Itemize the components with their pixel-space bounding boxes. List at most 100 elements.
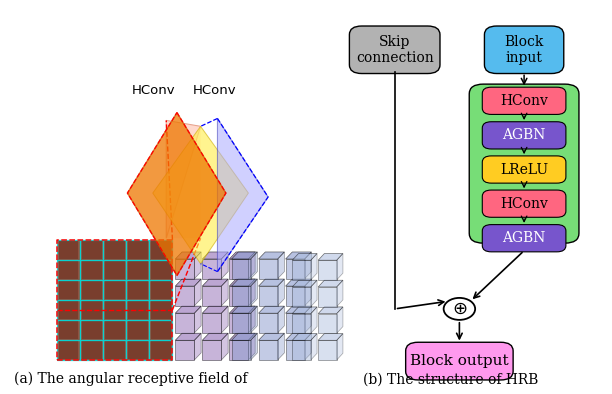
Polygon shape xyxy=(337,253,343,280)
Polygon shape xyxy=(318,307,343,314)
Polygon shape xyxy=(149,240,173,260)
Polygon shape xyxy=(151,301,171,319)
Text: Block
input: Block input xyxy=(504,35,544,65)
Polygon shape xyxy=(128,241,147,258)
Polygon shape xyxy=(151,261,171,279)
Polygon shape xyxy=(82,281,102,299)
Polygon shape xyxy=(258,279,285,286)
Polygon shape xyxy=(337,334,343,360)
Text: Block output: Block output xyxy=(410,354,509,368)
Polygon shape xyxy=(248,252,255,279)
Text: HConv: HConv xyxy=(500,94,548,108)
Polygon shape xyxy=(203,279,228,286)
Polygon shape xyxy=(258,286,278,306)
Polygon shape xyxy=(293,253,317,260)
Polygon shape xyxy=(231,340,251,360)
Polygon shape xyxy=(126,240,149,260)
Polygon shape xyxy=(82,321,102,339)
Polygon shape xyxy=(103,340,126,360)
Polygon shape xyxy=(175,333,201,340)
Polygon shape xyxy=(80,320,103,340)
Polygon shape xyxy=(59,281,78,299)
Polygon shape xyxy=(103,280,126,300)
Polygon shape xyxy=(337,280,343,307)
Polygon shape xyxy=(318,253,343,260)
Polygon shape xyxy=(126,320,149,340)
Polygon shape xyxy=(231,259,251,279)
Polygon shape xyxy=(318,334,343,340)
Polygon shape xyxy=(231,286,251,306)
Polygon shape xyxy=(258,333,285,340)
Polygon shape xyxy=(105,241,125,258)
Polygon shape xyxy=(126,300,149,320)
Polygon shape xyxy=(57,280,80,300)
FancyBboxPatch shape xyxy=(482,87,566,114)
Text: LReLU: LReLU xyxy=(500,162,548,177)
Polygon shape xyxy=(293,260,311,280)
Polygon shape xyxy=(222,333,228,360)
Polygon shape xyxy=(311,334,317,360)
Polygon shape xyxy=(203,340,222,360)
Polygon shape xyxy=(251,306,258,333)
Text: (a) The angular receptive field of: (a) The angular receptive field of xyxy=(13,372,247,386)
Polygon shape xyxy=(80,280,103,300)
Polygon shape xyxy=(103,320,126,340)
Polygon shape xyxy=(203,313,222,333)
Polygon shape xyxy=(149,340,173,360)
Polygon shape xyxy=(59,261,78,279)
Polygon shape xyxy=(175,252,201,259)
Polygon shape xyxy=(105,341,125,359)
Polygon shape xyxy=(258,340,278,360)
Polygon shape xyxy=(318,340,337,360)
Polygon shape xyxy=(195,306,201,333)
Polygon shape xyxy=(293,280,317,287)
Polygon shape xyxy=(251,333,258,360)
Polygon shape xyxy=(251,279,258,306)
Polygon shape xyxy=(230,252,255,259)
Polygon shape xyxy=(286,340,305,360)
Polygon shape xyxy=(175,286,195,306)
Polygon shape xyxy=(258,259,278,279)
Polygon shape xyxy=(126,280,149,300)
Polygon shape xyxy=(293,314,311,333)
Polygon shape xyxy=(222,279,228,306)
Polygon shape xyxy=(80,300,103,320)
Polygon shape xyxy=(305,333,312,360)
Text: HConv: HConv xyxy=(132,84,176,97)
Polygon shape xyxy=(195,333,201,360)
Polygon shape xyxy=(293,340,311,360)
Polygon shape xyxy=(278,306,285,333)
FancyBboxPatch shape xyxy=(482,156,566,183)
Polygon shape xyxy=(175,306,201,313)
Polygon shape xyxy=(286,313,305,333)
Polygon shape xyxy=(59,321,78,339)
Polygon shape xyxy=(105,321,125,339)
Text: AGBN: AGBN xyxy=(502,128,546,142)
Polygon shape xyxy=(318,280,343,287)
Polygon shape xyxy=(231,252,258,259)
Polygon shape xyxy=(217,119,268,271)
Polygon shape xyxy=(166,121,201,238)
Polygon shape xyxy=(230,286,248,306)
Polygon shape xyxy=(318,287,337,307)
Polygon shape xyxy=(318,314,337,333)
Polygon shape xyxy=(103,260,126,280)
Polygon shape xyxy=(278,333,285,360)
Polygon shape xyxy=(231,279,258,286)
Text: $\oplus$: $\oplus$ xyxy=(452,300,467,318)
Polygon shape xyxy=(230,279,255,286)
Polygon shape xyxy=(230,313,248,333)
Polygon shape xyxy=(230,306,255,313)
Polygon shape xyxy=(151,321,171,339)
Polygon shape xyxy=(128,301,147,319)
Polygon shape xyxy=(166,121,201,238)
Polygon shape xyxy=(278,252,285,279)
Polygon shape xyxy=(286,286,305,306)
Polygon shape xyxy=(151,341,171,359)
Polygon shape xyxy=(231,333,258,340)
Polygon shape xyxy=(80,240,103,260)
Text: HConv: HConv xyxy=(193,84,236,97)
Polygon shape xyxy=(128,321,147,339)
Polygon shape xyxy=(149,260,173,280)
Polygon shape xyxy=(305,252,312,279)
